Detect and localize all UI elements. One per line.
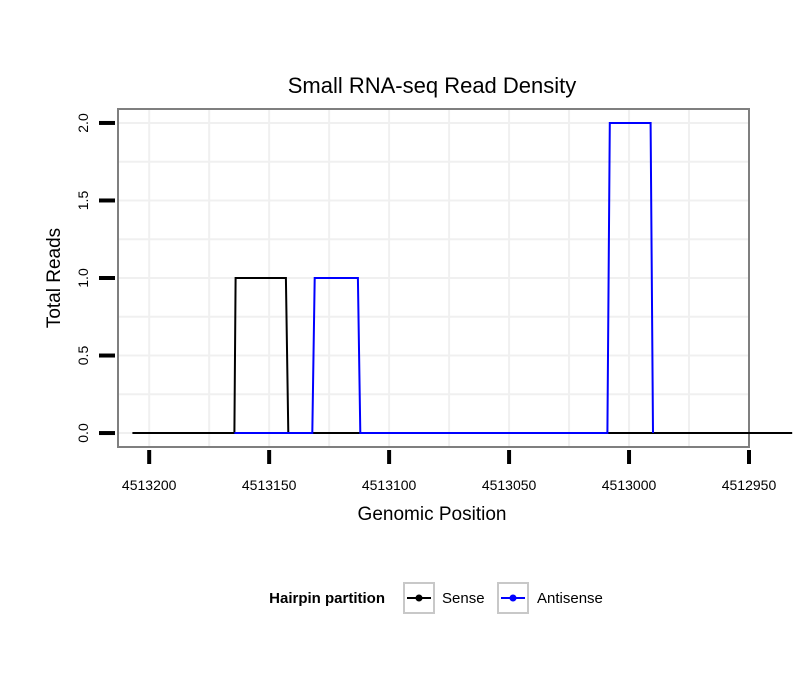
- y-tick-label: 1.5: [75, 191, 91, 211]
- y-tick-label: 0.5: [75, 346, 91, 366]
- legend-marker-sense: [415, 594, 423, 602]
- plot-panel: [117, 108, 750, 448]
- x-tick-label: 4513200: [122, 477, 177, 493]
- chart-title: Small RNA-seq Read Density: [288, 73, 577, 98]
- series-line-antisense: [234, 122, 654, 434]
- x-tick-label: 4513100: [362, 477, 417, 493]
- x-tick-label: 4512950: [722, 477, 777, 493]
- legend-label-sense: Sense: [442, 590, 485, 607]
- y-axis: 0.0 0.5 1.0 1.5 2.0: [75, 113, 115, 443]
- y-axis-label: Total Reads: [44, 228, 65, 328]
- legend-item-sense[interactable]: Sense: [403, 582, 485, 614]
- x-axis-label: Genomic Position: [358, 504, 507, 525]
- x-tick-label: 4513000: [602, 477, 657, 493]
- legend-item-antisense[interactable]: Antisense: [497, 582, 603, 614]
- series-layer: [132, 122, 793, 434]
- grid: [118, 109, 749, 447]
- x-axis: 4513200 4513150 4513100 4513050 4513000 45129…: [122, 450, 777, 493]
- y-tick-label: 0.0: [75, 423, 91, 443]
- x-tick-label: 4513050: [482, 477, 537, 493]
- legend-label-antisense: Antisense: [537, 590, 603, 607]
- x-tick-label: 4513150: [242, 477, 297, 493]
- legend-title: Hairpin partition: [269, 590, 385, 607]
- legend: Hairpin partition Sense Antisense: [269, 582, 603, 614]
- legend-marker-antisense: [509, 594, 517, 602]
- y-tick-label: 1.0: [75, 268, 91, 288]
- y-tick-label: 2.0: [75, 113, 91, 133]
